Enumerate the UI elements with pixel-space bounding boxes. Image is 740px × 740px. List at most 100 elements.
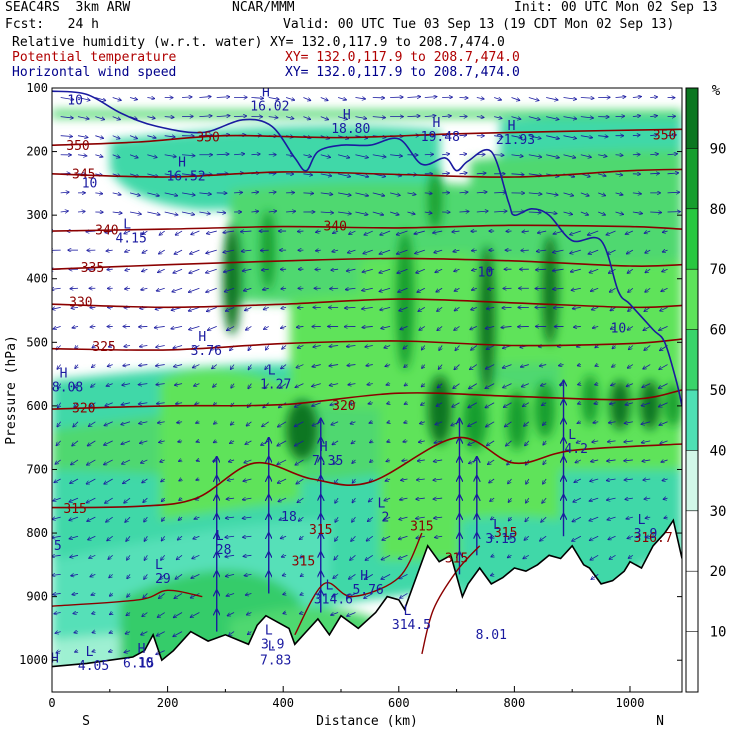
wind-arrow	[362, 307, 373, 309]
wind-arrow	[390, 155, 402, 156]
wind-arrow	[91, 383, 96, 387]
wind-arrow	[159, 441, 165, 443]
wind-arrow	[105, 231, 113, 233]
wind-arrow	[525, 440, 530, 446]
forecast-hour: Fcst: 24 h	[5, 17, 99, 32]
wind-arrow	[650, 97, 657, 98]
wind-arrow	[593, 326, 599, 328]
wind-arrow	[627, 326, 634, 330]
wind-arrow	[262, 269, 269, 270]
wind-arrow	[559, 365, 564, 366]
wind-arrow	[347, 365, 356, 366]
extremum-value: 18.80	[331, 122, 370, 137]
wind-arrow	[109, 345, 113, 346]
wind-arrow	[164, 155, 176, 157]
wind-arrow	[365, 554, 374, 560]
wind-arrow	[144, 555, 147, 560]
wind-arrow	[159, 593, 165, 598]
extremum-marker: H	[51, 652, 59, 667]
wind-arrow	[407, 193, 415, 195]
wind-arrow	[436, 287, 443, 292]
wind-arrow	[195, 498, 200, 499]
wind-arrow	[160, 460, 165, 462]
wind-arrow	[331, 613, 339, 616]
wind-arrow	[268, 211, 277, 212]
wind-arrow	[303, 97, 310, 101]
wind-arrow	[60, 117, 73, 118]
wind-arrow	[570, 230, 581, 235]
wind-arrow	[385, 365, 391, 367]
extremum-value: 3.9	[261, 638, 284, 653]
wind-arrow	[159, 230, 165, 235]
wind-arrow	[278, 421, 287, 427]
wind-arrow	[615, 155, 623, 156]
wind-arrow	[349, 230, 356, 234]
colorbar: 10 20 30 40 50 60 70 80 90	[685, 87, 727, 693]
wind-arrow	[591, 287, 599, 291]
colorbar-unit: %	[712, 83, 721, 99]
wind-arrow	[659, 383, 668, 389]
wind-arrow	[577, 422, 581, 424]
wind-arrow	[207, 306, 217, 311]
wind-arrow	[524, 535, 530, 540]
wind-arrow	[407, 97, 420, 98]
wind-arrow	[345, 288, 356, 289]
wind-arrow	[404, 403, 407, 405]
wind-arrow	[362, 287, 373, 290]
wind-arrow	[435, 421, 443, 425]
wind-arrow	[303, 116, 310, 120]
wind-arrow	[453, 250, 460, 252]
wind-arrow	[154, 326, 165, 327]
isoline-label: 350	[66, 139, 89, 154]
wind-arrow	[442, 116, 451, 117]
wind-arrow	[251, 192, 258, 193]
wind-arrow	[69, 497, 79, 502]
wind-arrow	[650, 154, 658, 155]
isoline-label: 315	[309, 523, 332, 538]
wind-arrow	[106, 250, 113, 251]
wind-arrow	[123, 478, 131, 484]
wind-arrow	[320, 97, 328, 101]
wind-arrow	[175, 574, 183, 579]
wind-arrow	[472, 269, 477, 270]
isoline-label: 5	[54, 539, 62, 554]
wind-arrow	[334, 555, 339, 559]
wind-arrow	[397, 249, 408, 254]
colorbar-swatch	[686, 631, 698, 692]
extremum-marker: L	[568, 428, 576, 443]
wind-arrow	[437, 326, 443, 330]
wind-arrow	[485, 326, 495, 328]
wind-arrow	[570, 268, 581, 272]
colorbar-swatch	[686, 329, 698, 390]
wind-arrow	[112, 97, 121, 101]
colorbar-label: 60	[710, 323, 727, 339]
wind-arrow	[138, 384, 148, 385]
wind-arrow	[251, 211, 258, 212]
wind-arrow	[147, 192, 159, 196]
wind-arrow	[572, 307, 581, 308]
wind-arrow	[612, 365, 616, 367]
wind-arrow	[523, 554, 530, 558]
wind-arrow	[645, 287, 651, 292]
wind-arrow	[486, 364, 495, 369]
wind-arrow	[77, 211, 85, 212]
isoline-label: 350	[196, 131, 219, 146]
wind-arrow	[95, 155, 102, 157]
wind-arrow	[563, 98, 577, 100]
wind-arrow	[352, 460, 355, 463]
wind-arrow	[320, 193, 333, 195]
wind-arrow	[390, 192, 400, 195]
wind-arrow	[644, 231, 651, 233]
wind-arrow	[281, 307, 287, 308]
wind-arrow	[316, 250, 321, 251]
wind-arrow	[300, 555, 303, 558]
wind-arrow	[243, 479, 252, 481]
wind-arrow	[245, 440, 252, 444]
wind-arrow	[609, 422, 616, 423]
wind-arrow	[424, 97, 437, 98]
wind-speed-isoline	[52, 90, 682, 407]
extremum-marker: L	[123, 217, 131, 232]
colorbar-swatch	[686, 390, 698, 451]
wind-arrow	[643, 364, 651, 369]
wind-arrow	[122, 459, 131, 464]
